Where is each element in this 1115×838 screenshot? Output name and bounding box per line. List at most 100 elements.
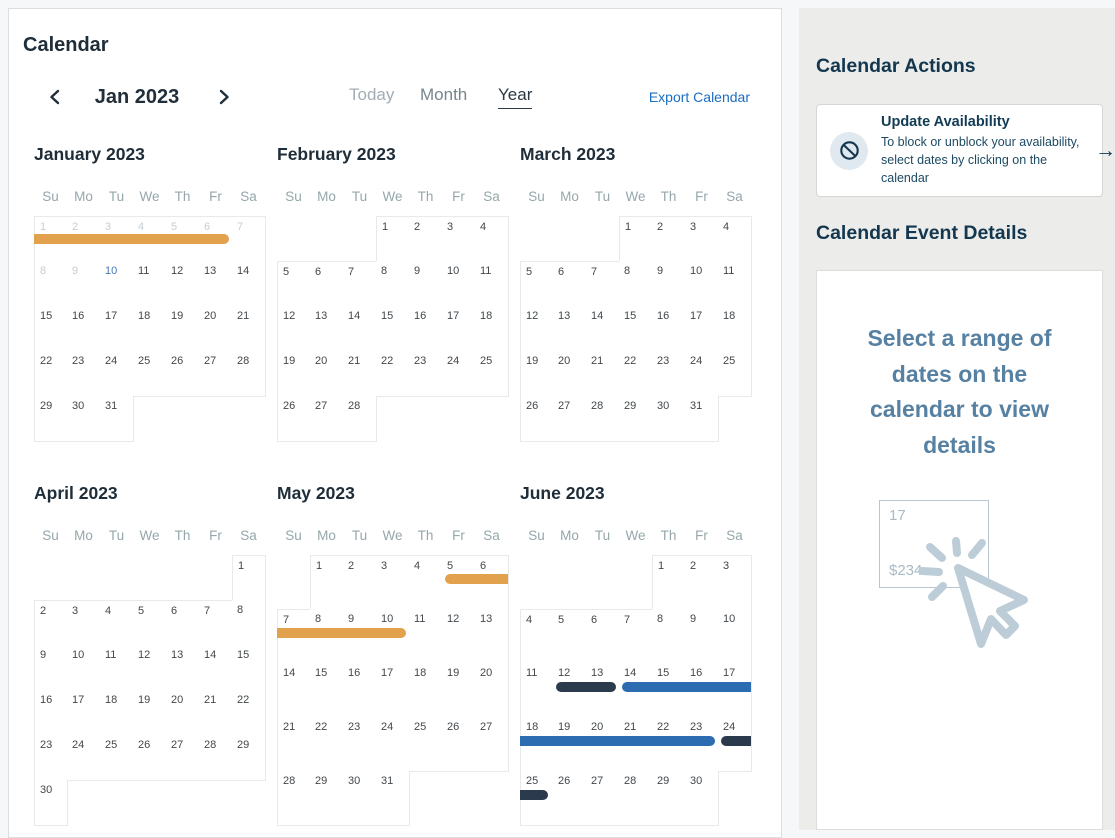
day-cell[interactable]: 7 <box>232 216 266 262</box>
day-cell[interactable]: 10 <box>718 609 752 664</box>
day-cell[interactable]: 31 <box>376 771 410 826</box>
day-cell[interactable]: 12 <box>133 645 167 691</box>
event-bar[interactable] <box>622 682 751 692</box>
day-cell[interactable]: 6 <box>166 600 200 646</box>
day-cell[interactable]: 11 <box>718 261 752 307</box>
day-cell[interactable]: 22 <box>34 351 68 397</box>
day-cell[interactable]: 22 <box>619 351 653 397</box>
day-cell[interactable]: 19 <box>277 351 311 397</box>
day-cell[interactable]: 15 <box>232 645 266 691</box>
day-cell[interactable]: 25 <box>718 351 752 397</box>
day-cell[interactable]: 26 <box>553 771 587 826</box>
day-cell[interactable]: 17 <box>376 663 410 718</box>
event-bar[interactable] <box>520 736 715 746</box>
day-cell[interactable]: 17 <box>685 306 719 352</box>
day-cell[interactable]: 1 <box>376 216 410 262</box>
day-cell[interactable]: 30 <box>343 771 377 826</box>
day-cell[interactable]: 30 <box>652 396 686 442</box>
day-cell[interactable]: 1 <box>232 555 266 601</box>
day-cell[interactable]: 25 <box>475 351 509 397</box>
day-cell[interactable]: 2 <box>343 555 377 610</box>
day-cell[interactable]: 15 <box>619 306 653 352</box>
view-year-button[interactable]: Year <box>498 85 533 109</box>
day-cell[interactable]: 11 <box>520 663 554 718</box>
day-cell[interactable]: 2 <box>685 555 719 610</box>
day-cell[interactable]: 26 <box>442 717 476 772</box>
day-cell[interactable]: 7 <box>199 600 233 646</box>
day-cell[interactable]: 15 <box>376 306 410 352</box>
day-cell[interactable]: 17 <box>100 306 134 352</box>
day-cell[interactable]: 7 <box>619 609 653 664</box>
day-cell[interactable]: 23 <box>67 351 101 397</box>
event-bar[interactable] <box>34 234 229 244</box>
day-cell[interactable]: 20 <box>199 306 233 352</box>
day-cell[interactable]: 7 <box>343 261 377 307</box>
day-cell[interactable]: 5 <box>277 261 311 307</box>
day-cell[interactable]: 7 <box>586 261 620 307</box>
day-cell[interactable]: 13 <box>166 645 200 691</box>
day-cell[interactable]: 3 <box>442 216 476 262</box>
day-cell[interactable]: 18 <box>409 663 443 718</box>
day-cell[interactable]: 23 <box>34 735 68 781</box>
day-cell[interactable]: 16 <box>409 306 443 352</box>
day-cell[interactable]: 23 <box>409 351 443 397</box>
day-cell[interactable]: 14 <box>586 306 620 352</box>
day-cell[interactable]: 10 <box>100 261 134 307</box>
day-cell[interactable]: 17 <box>442 306 476 352</box>
day-cell[interactable]: 18 <box>475 306 509 352</box>
day-cell[interactable]: 21 <box>343 351 377 397</box>
day-cell[interactable]: 9 <box>34 645 68 691</box>
day-cell[interactable]: 16 <box>67 306 101 352</box>
day-cell[interactable]: 28 <box>277 771 311 826</box>
day-cell[interactable]: 27 <box>475 717 509 772</box>
next-month-button[interactable] <box>212 85 236 109</box>
event-bar[interactable] <box>277 628 406 638</box>
day-cell[interactable]: 16 <box>343 663 377 718</box>
day-cell[interactable]: 30 <box>685 771 719 826</box>
day-cell[interactable]: 14 <box>199 645 233 691</box>
day-cell[interactable]: 13 <box>553 306 587 352</box>
day-cell[interactable]: 10 <box>442 261 476 307</box>
day-cell[interactable]: 11 <box>100 645 134 691</box>
event-bar[interactable] <box>445 574 508 584</box>
day-cell[interactable]: 26 <box>277 396 311 442</box>
day-cell[interactable]: 11 <box>409 609 443 664</box>
day-cell[interactable]: 21 <box>586 351 620 397</box>
day-cell[interactable]: 20 <box>310 351 344 397</box>
day-cell[interactable]: 12 <box>442 609 476 664</box>
day-cell[interactable]: 13 <box>475 609 509 664</box>
event-bar[interactable] <box>721 736 751 746</box>
event-bar[interactable] <box>520 790 549 800</box>
day-cell[interactable]: 22 <box>376 351 410 397</box>
day-cell[interactable]: 30 <box>67 396 101 442</box>
day-cell[interactable]: 24 <box>100 351 134 397</box>
day-cell[interactable]: 22 <box>310 717 344 772</box>
day-cell[interactable]: 2 <box>34 600 68 646</box>
day-cell[interactable]: 26 <box>133 735 167 781</box>
day-cell[interactable]: 24 <box>685 351 719 397</box>
day-cell[interactable]: 18 <box>718 306 752 352</box>
day-cell[interactable]: 1 <box>310 555 344 610</box>
day-cell[interactable]: 8 <box>232 600 266 646</box>
day-cell[interactable]: 19 <box>520 351 554 397</box>
day-cell[interactable]: 11 <box>475 261 509 307</box>
day-cell[interactable]: 4 <box>718 216 752 262</box>
day-cell[interactable]: 1 <box>652 555 686 610</box>
day-cell[interactable]: 8 <box>619 261 653 307</box>
view-month-button[interactable]: Month <box>420 85 467 108</box>
day-cell[interactable]: 21 <box>199 690 233 736</box>
day-cell[interactable]: 12 <box>166 261 200 307</box>
day-cell[interactable]: 28 <box>199 735 233 781</box>
day-cell[interactable]: 17 <box>67 690 101 736</box>
day-cell[interactable]: 6 <box>310 261 344 307</box>
day-cell[interactable]: 29 <box>619 396 653 442</box>
day-cell[interactable]: 29 <box>310 771 344 826</box>
day-cell[interactable]: 24 <box>442 351 476 397</box>
day-cell[interactable]: 23 <box>652 351 686 397</box>
day-cell[interactable]: 13 <box>199 261 233 307</box>
day-cell[interactable]: 10 <box>685 261 719 307</box>
day-cell[interactable]: 20 <box>166 690 200 736</box>
day-cell[interactable]: 29 <box>34 396 68 442</box>
day-cell[interactable]: 12 <box>277 306 311 352</box>
day-cell[interactable]: 26 <box>520 396 554 442</box>
